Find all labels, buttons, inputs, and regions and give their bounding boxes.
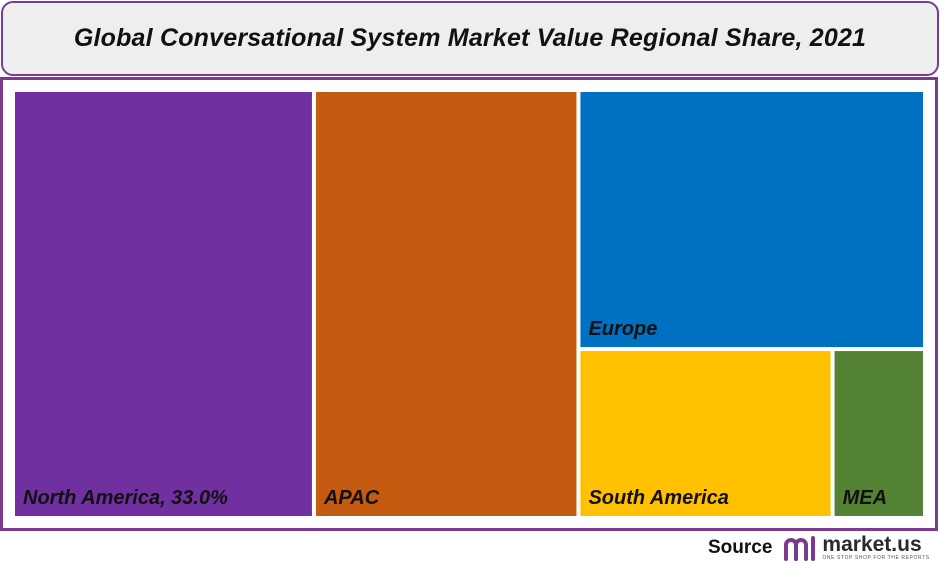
logo-name: market.us: [822, 533, 922, 556]
chart-title: Global Conversational System Market Valu…: [73, 24, 867, 52]
tile-label-mea: MEA: [843, 487, 887, 509]
chart-title-box: Global Conversational System Market Valu…: [1, 1, 939, 76]
tile-label-north-america: North America, 33.0%: [23, 487, 228, 509]
tile-label-apac: APAC: [323, 487, 380, 509]
tile-rect-mea: [834, 351, 923, 516]
tile-rect-apac: [315, 92, 577, 516]
source-line: Source market.us ONE STOP SHOP FOR THE R…: [708, 533, 930, 561]
tile-apac: APAC: [315, 92, 577, 516]
tile-rect-north-america: [15, 92, 312, 516]
logo-tagline: ONE STOP SHOP FOR THE REPORTS: [822, 555, 930, 561]
tile-europe: Europe: [580, 92, 923, 348]
tile-rect-europe: [580, 92, 923, 348]
tile-north-america: North America, 33.0%: [15, 92, 312, 516]
tile-rect-south-america: [580, 351, 831, 516]
tile-south-america: South America: [580, 351, 831, 516]
tile-label-europe: Europe: [588, 318, 657, 340]
source-label: Source: [708, 537, 773, 558]
tile-mea: MEA: [834, 351, 923, 516]
treemap-frame: North America, 33.0% APAC Europe South Amer…: [0, 77, 938, 531]
market-us-logo-icon: [784, 536, 816, 561]
treemap-chart: North America, 33.0% APAC Europe South Amer…: [15, 92, 923, 516]
market-us-logo: market.us ONE STOP SHOP FOR THE REPORTS: [782, 533, 930, 561]
tile-label-south-america: South America: [588, 487, 728, 509]
